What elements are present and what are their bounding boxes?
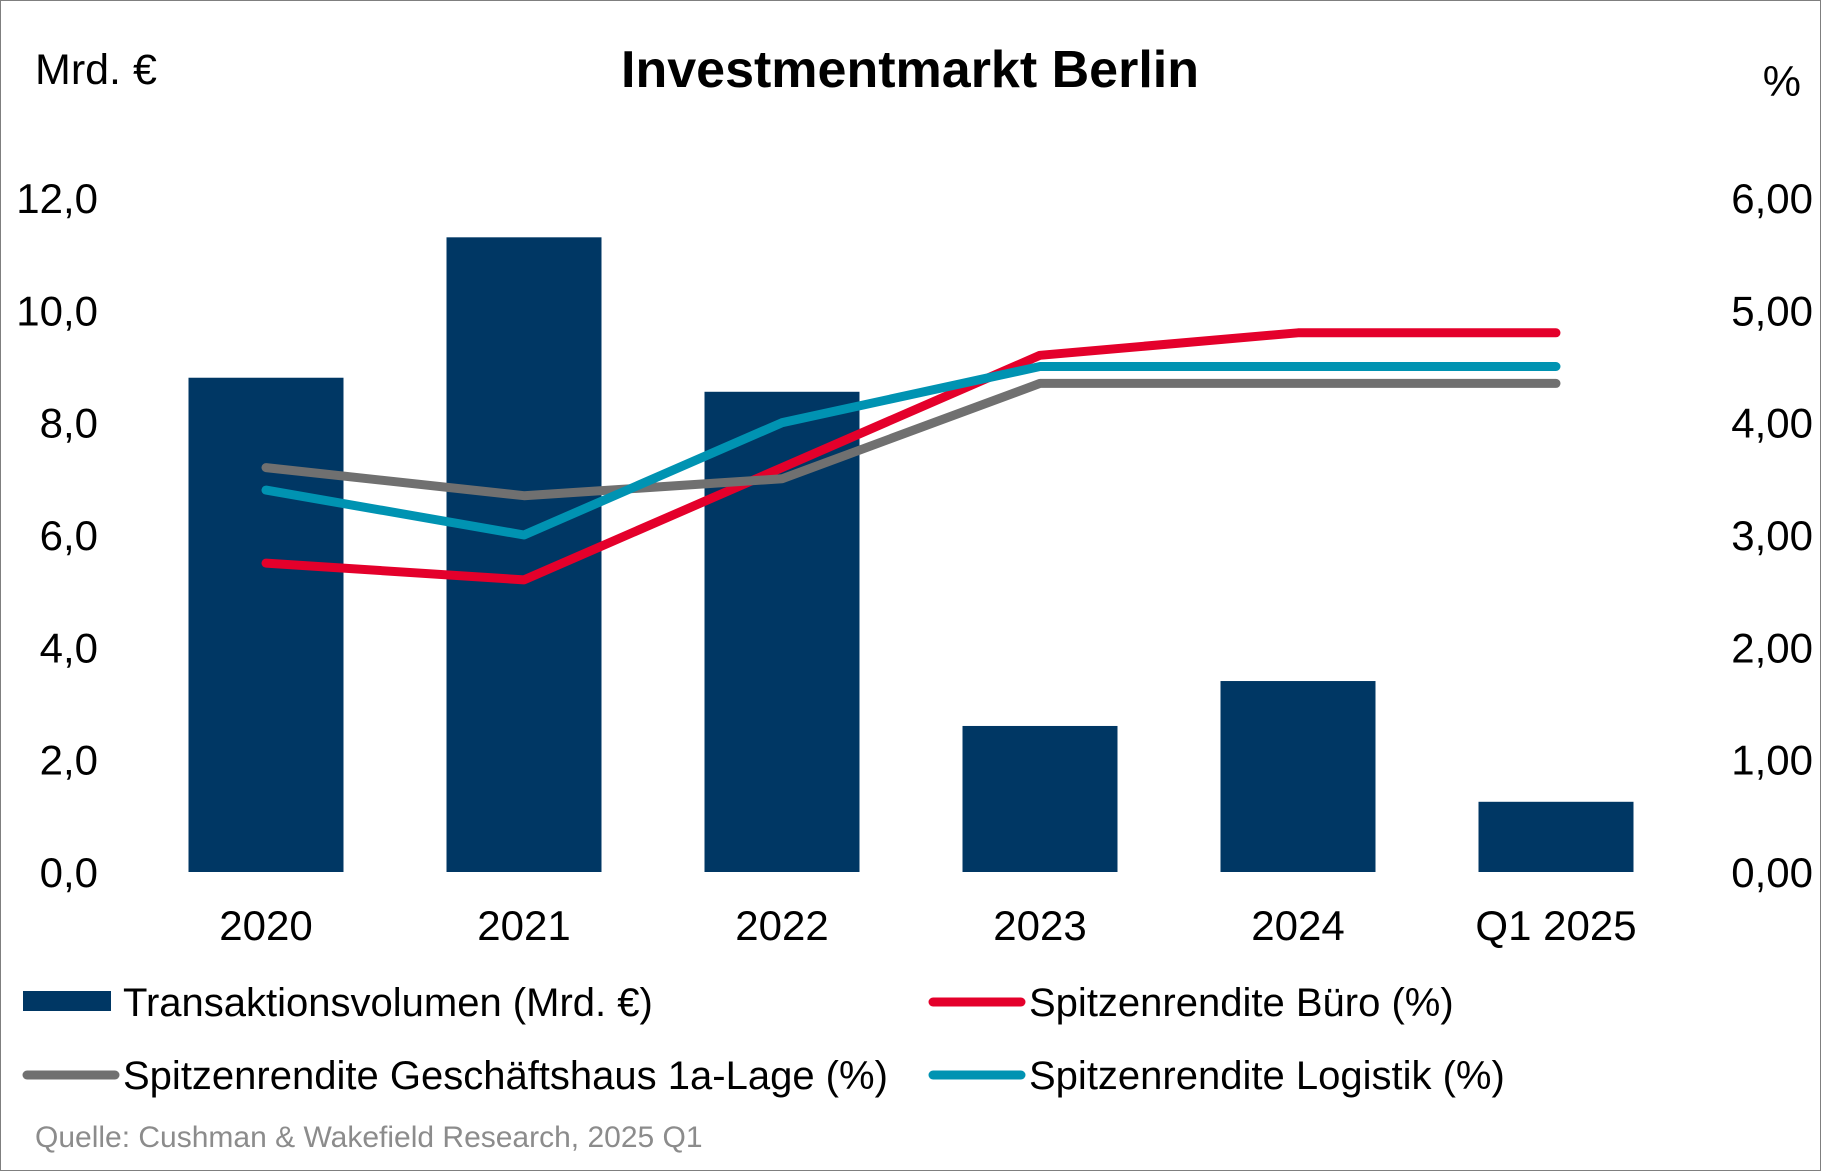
line-series	[261, 328, 1561, 585]
right-tick-label: 5,00	[1731, 287, 1813, 334]
legend-geschaeftshaus-label: Spitzenrendite Geschäftshaus 1a-Lage (%)	[123, 1054, 888, 1098]
left-tick-label: 10,0	[16, 287, 98, 334]
right-axis-unit: %	[1763, 58, 1801, 106]
x-tick-label: 2024	[1251, 902, 1344, 949]
legend: Transaktionsvolumen (Mrd. €) Spitzenrendi…	[22, 981, 1505, 1098]
x-tick-label: 2021	[477, 902, 570, 949]
bar-q1-2025	[1478, 801, 1634, 872]
left-tick-label: 12,0	[16, 175, 98, 222]
x-tick-label: 2023	[993, 902, 1086, 949]
right-tick-label: 0,00	[1731, 849, 1813, 896]
line-logistik	[261, 362, 1561, 540]
left-tick-label: 0,0	[40, 849, 98, 896]
legend-logistik-label: Spitzenrendite Logistik (%)	[1029, 1054, 1505, 1098]
chart-title: Investmentmarkt Berlin	[621, 41, 1199, 99]
bar-2024	[1220, 681, 1376, 872]
left-tick-label: 4,0	[40, 624, 98, 671]
legend-transaktionsvolumen-swatch	[23, 991, 111, 1011]
legend-buero-label: Spitzenrendite Büro (%)	[1029, 981, 1454, 1025]
left-tick-label: 2,0	[40, 737, 98, 784]
x-axis-ticks: 2020 2021 2022 2023 2024 Q1 2025	[219, 902, 1636, 949]
bar-2023	[962, 725, 1118, 872]
x-tick-label: 2020	[219, 902, 312, 949]
right-tick-label: 2,00	[1731, 624, 1813, 671]
line-geschaeftshaus	[261, 378, 1561, 501]
bar-2020	[188, 377, 344, 872]
right-tick-label: 4,00	[1731, 400, 1813, 447]
x-tick-label: 2022	[735, 902, 828, 949]
right-axis-ticks: 0,00 1,00 2,00 3,00 4,00 5,00 6,00	[1731, 175, 1813, 896]
line-buero	[261, 328, 1561, 585]
x-tick-label: Q1 2025	[1475, 902, 1636, 949]
right-tick-label: 3,00	[1731, 512, 1813, 559]
right-tick-label: 6,00	[1731, 175, 1813, 222]
left-axis-ticks: 0,0 2,0 4,0 6,0 8,0 10,0 12,0	[16, 175, 98, 896]
left-axis-unit: Mrd. €	[35, 46, 157, 94]
left-tick-label: 6,0	[40, 512, 98, 559]
left-tick-label: 8,0	[40, 400, 98, 447]
source-note: Quelle: Cushman & Wakefield Research, 20…	[35, 1121, 703, 1154]
right-tick-label: 1,00	[1731, 737, 1813, 784]
legend-transaktionsvolumen-label: Transaktionsvolumen (Mrd. €)	[123, 981, 653, 1025]
